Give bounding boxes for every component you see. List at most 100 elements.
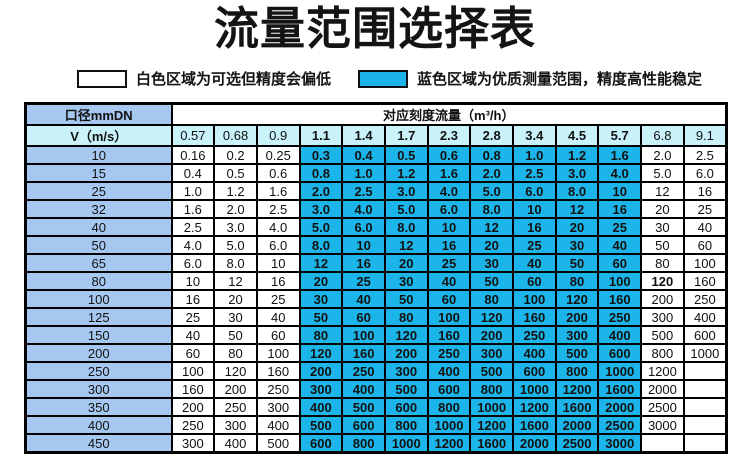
flow-span-header-cell: 对应刻度流量（m³/h） xyxy=(170,102,728,126)
flow-value-cell: 500 xyxy=(383,379,429,399)
white-area-swatch xyxy=(77,69,127,88)
flow-value-cell: 6.0 xyxy=(426,199,472,219)
flow-value-cell: 20 xyxy=(469,235,514,255)
flow-value-cell: 120 xyxy=(554,289,600,309)
flow-value-cell: 300 xyxy=(298,379,344,399)
velocity-value-cell: 1.1 xyxy=(298,124,344,147)
velocity-header-cell: V（m/s） xyxy=(24,124,173,147)
flow-value-cell: 3000 xyxy=(597,433,643,454)
flow-value-cell: 25 xyxy=(512,235,557,255)
flow-value-cell: 40 xyxy=(682,217,728,237)
flow-value-cell: 1200 xyxy=(554,379,600,399)
flow-value-cell: 400 xyxy=(298,397,344,417)
flow-value-cell: 5.0 xyxy=(213,235,258,255)
flow-value-cell: 500 xyxy=(255,433,301,454)
flow-value-cell: 1000 xyxy=(469,397,514,417)
flow-value-cell: 4.0 xyxy=(597,163,643,183)
flow-value-cell: 2000 xyxy=(512,433,557,454)
flow-range-table: 口径mmDN 对应刻度流量（m³/h） V（m/s） 0.57 0.68 0.9 1.… xyxy=(24,102,728,454)
flow-value-cell: 2.5 xyxy=(512,163,557,183)
flow-value-cell: 2.5 xyxy=(255,199,301,219)
flow-value-cell: 80 xyxy=(213,343,258,363)
flow-value-cell: 2.5 xyxy=(170,217,216,237)
flow-value-cell: 250 xyxy=(597,307,643,327)
flow-value-cell: 20 xyxy=(554,217,600,237)
flow-value-cell: 1200 xyxy=(469,415,514,435)
velocity-value-cell: 2.3 xyxy=(426,124,472,147)
flow-value-cell: 800 xyxy=(554,361,600,381)
table-row: 250 100 120 160 200 250 300 400 500 600 800 1000 120… xyxy=(24,361,728,381)
blue-area-swatch xyxy=(358,69,408,88)
flow-value-cell: 0.8 xyxy=(298,163,344,183)
flow-value-cell: 400 xyxy=(255,415,301,435)
flow-value-cell: 50 xyxy=(213,325,258,345)
dn-cell: 200 xyxy=(24,343,173,363)
velocity-header-row: V（m/s） 0.57 0.68 0.9 1.1 1.4 1.7 2.3 2.8 3.4 4.5 5… xyxy=(24,124,728,147)
table-row: 400 250 300 400 500 600 800 1000 1200 1600 2000 250… xyxy=(24,415,728,435)
flow-value-cell: 3.0 xyxy=(554,163,600,183)
flow-value-cell: 400 xyxy=(213,433,258,454)
flow-value-cell: 40 xyxy=(255,307,301,327)
dn-cell: 15 xyxy=(24,163,173,183)
flow-value-cell xyxy=(640,433,685,454)
flow-value-cell: 400 xyxy=(341,379,386,399)
table-row: 10 0.16 0.2 0.25 0.3 0.4 0.5 0.6 0.8 1.0 1.2 1.6 2.0… xyxy=(24,145,728,165)
flow-value-cell: 4.0 xyxy=(341,199,386,219)
flow-value-cell: 2500 xyxy=(640,397,685,417)
flow-value-cell xyxy=(682,379,728,399)
flow-value-cell: 250 xyxy=(512,325,557,345)
flow-value-cell: 300 xyxy=(170,433,216,454)
dn-cell: 250 xyxy=(24,361,173,381)
flow-value-cell: 40 xyxy=(170,325,216,345)
flow-value-cell: 30 xyxy=(383,271,429,291)
dn-cell: 50 xyxy=(24,235,173,255)
flow-value-cell: 1.0 xyxy=(170,181,216,201)
table-header-row: 口径mmDN 对应刻度流量（m³/h） xyxy=(24,102,728,126)
flow-value-cell: 600 xyxy=(298,433,344,454)
flow-value-cell: 800 xyxy=(469,379,514,399)
flow-value-cell: 5.0 xyxy=(469,181,514,201)
table-row: 200 60 80 100 120 160 200 250 300 400 500 600 800 100… xyxy=(24,343,728,363)
flow-value-cell: 100 xyxy=(255,343,301,363)
flow-value-cell: 250 xyxy=(682,289,728,309)
flow-value-cell: 1200 xyxy=(512,397,557,417)
dn-cell: 300 xyxy=(24,379,173,399)
flow-value-cell: 160 xyxy=(170,379,216,399)
flow-value-cell: 0.3 xyxy=(298,145,344,165)
table-row: 150 40 50 60 80 100 120 160 200 250 300 400 500 600 xyxy=(24,325,728,345)
flow-value-cell: 200 xyxy=(554,307,600,327)
flow-value-cell: 3.0 xyxy=(213,217,258,237)
flow-value-cell: 160 xyxy=(255,361,301,381)
flow-value-cell: 80 xyxy=(554,271,600,291)
flow-value-cell: 100 xyxy=(341,325,386,345)
flow-value-cell: 2.5 xyxy=(341,181,386,201)
dn-cell: 80 xyxy=(24,271,173,291)
flow-value-cell: 40 xyxy=(426,271,472,291)
flow-value-cell xyxy=(682,415,728,435)
flow-value-cell: 0.4 xyxy=(341,145,386,165)
flow-value-cell: 1200 xyxy=(640,361,685,381)
flow-value-cell: 50 xyxy=(298,307,344,327)
flow-value-cell: 500 xyxy=(554,343,600,363)
flow-value-cell: 80 xyxy=(383,307,429,327)
flow-value-cell: 250 xyxy=(255,379,301,399)
flow-value-cell: 600 xyxy=(597,343,643,363)
flow-value-cell xyxy=(682,433,728,454)
flow-value-cell: 8.0 xyxy=(213,253,258,273)
flow-value-cell: 20 xyxy=(298,271,344,291)
flow-value-cell: 5.0 xyxy=(298,217,344,237)
flow-value-cell: 8.0 xyxy=(298,235,344,255)
flow-value-cell: 2500 xyxy=(554,433,600,454)
flow-value-cell: 16 xyxy=(426,235,472,255)
flow-value-cell: 300 xyxy=(640,307,685,327)
dn-cell: 32 xyxy=(24,199,173,219)
flow-value-cell: 120 xyxy=(469,307,514,327)
table-row: 450 300 400 500 600 800 1000 1200 1600 2000 2500 30… xyxy=(24,433,728,454)
flow-value-cell: 4.0 xyxy=(426,181,472,201)
flow-value-cell: 8.0 xyxy=(469,199,514,219)
flow-value-cell: 25 xyxy=(597,217,643,237)
flow-value-cell: 50 xyxy=(554,253,600,273)
flow-value-cell: 0.6 xyxy=(426,145,472,165)
flow-value-cell: 500 xyxy=(469,361,514,381)
flow-value-cell: 300 xyxy=(469,343,514,363)
